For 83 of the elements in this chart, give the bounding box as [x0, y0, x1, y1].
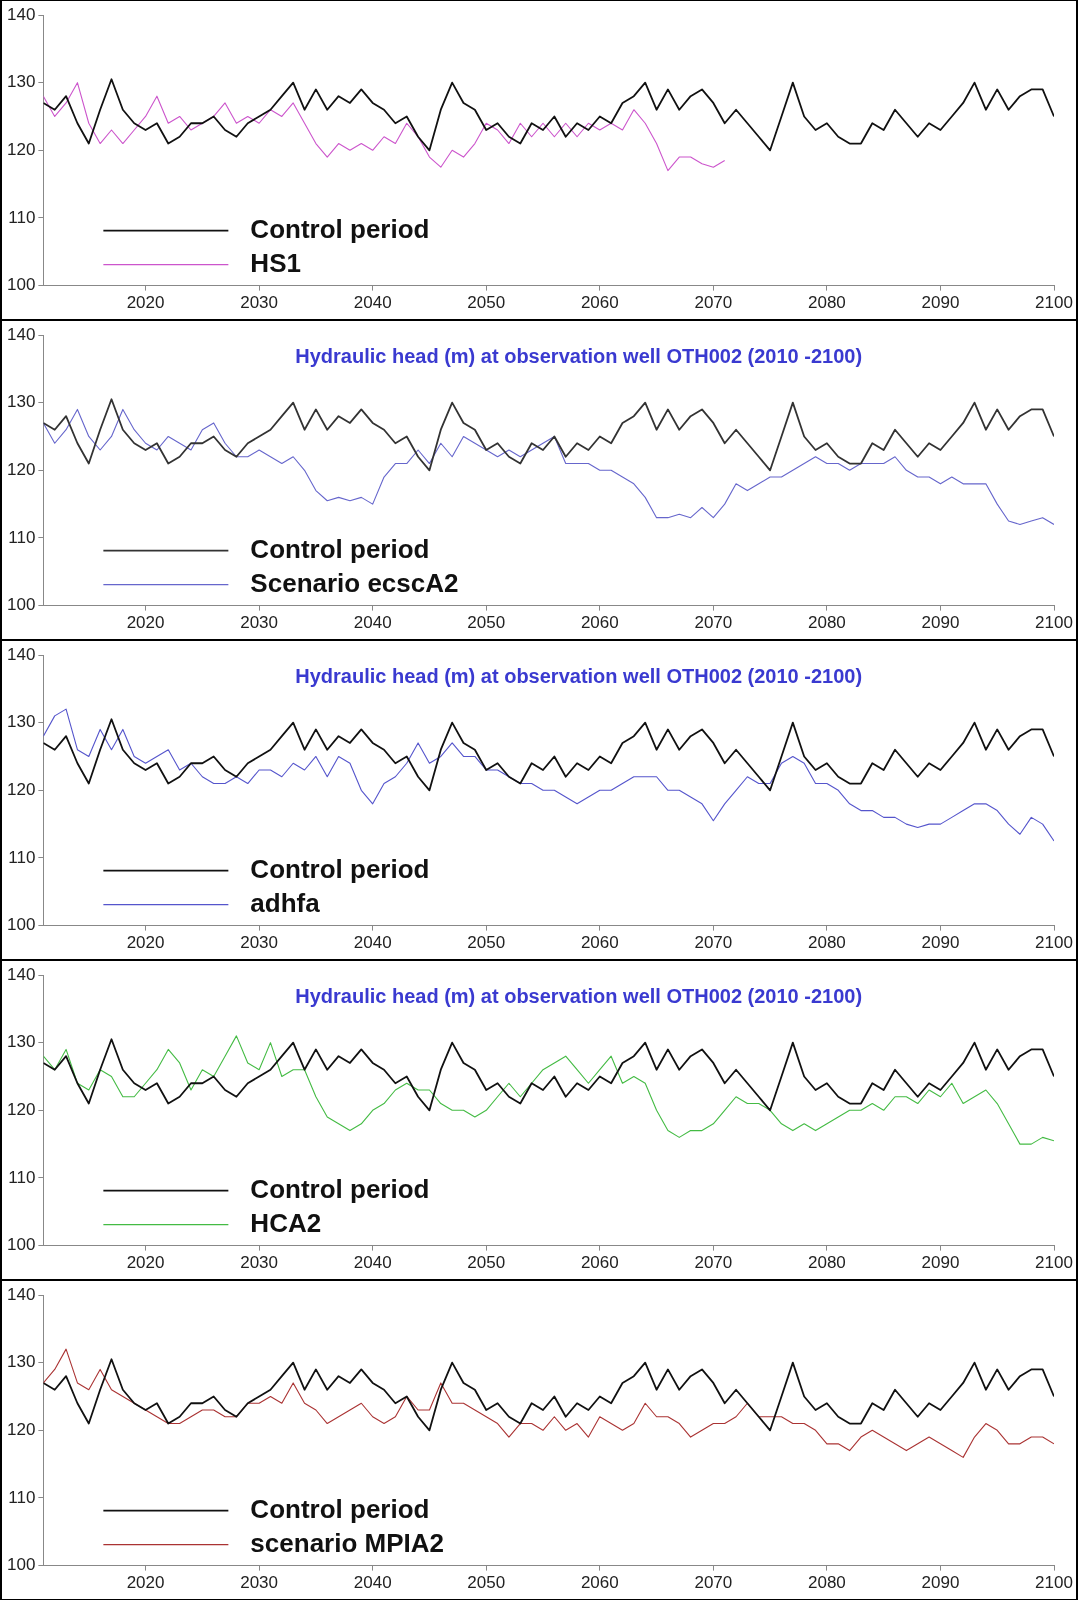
- x-tick-label: 2070: [694, 933, 733, 953]
- x-tick-label: 2100: [1035, 293, 1073, 313]
- x-tick-label: 2090: [921, 1573, 960, 1593]
- x-tick-label: 2030: [240, 293, 279, 313]
- x-tick-label: 2040: [353, 613, 392, 633]
- x-tick-label: 2020: [126, 613, 165, 633]
- x-tick-label: 2080: [807, 613, 846, 633]
- y-tick-label: 100: [6, 595, 36, 615]
- x-tick-label: 2080: [807, 293, 846, 313]
- y-tick-label: 120: [6, 459, 36, 479]
- x-tick-label: 2070: [694, 293, 733, 313]
- x-tick-label: 2090: [921, 933, 960, 953]
- y-tick-label: 140: [6, 644, 36, 664]
- x-tick-label: 2100: [1035, 613, 1073, 633]
- y-tick-label: 140: [6, 324, 36, 344]
- x-tick-label: 2080: [807, 1253, 846, 1273]
- legend-label: HCA2: [250, 1207, 322, 1238]
- legend-label: Control period: [250, 533, 430, 564]
- x-tick-label: 2020: [126, 293, 165, 313]
- x-tick-label: 2050: [467, 933, 506, 953]
- x-tick-label: 2070: [694, 1253, 733, 1273]
- y-tick-label: 140: [6, 1284, 36, 1304]
- x-tick-label: 2050: [467, 1573, 506, 1593]
- x-tick-label: 2050: [467, 293, 506, 313]
- y-tick-label: 100: [6, 915, 36, 935]
- x-tick-label: 2080: [807, 933, 846, 953]
- y-tick-label: 100: [6, 1555, 36, 1575]
- y-tick-label: 110: [8, 1167, 36, 1187]
- y-tick-label: 110: [8, 527, 36, 547]
- legend-label: scenario MPIA2: [250, 1527, 444, 1558]
- y-tick-label: 140: [6, 964, 36, 984]
- y-tick-label: 120: [6, 139, 36, 159]
- y-tick-label: 110: [8, 1487, 36, 1507]
- legend-label: Scenario ecscA2: [250, 567, 459, 598]
- x-tick-label: 2030: [240, 1573, 279, 1593]
- x-tick-label: 2060: [580, 1253, 619, 1273]
- y-tick-label: 140: [6, 4, 36, 24]
- x-tick-label: 2080: [807, 1573, 846, 1593]
- x-tick-label: 2030: [240, 613, 279, 633]
- x-tick-label: 2020: [126, 1573, 165, 1593]
- x-tick-label: 2090: [921, 293, 960, 313]
- x-tick-label: 2020: [126, 933, 165, 953]
- x-tick-label: 2100: [1035, 933, 1073, 953]
- x-tick-label: 2040: [353, 1253, 392, 1273]
- y-tick-label: 130: [6, 712, 36, 732]
- y-tick-label: 130: [6, 1032, 36, 1052]
- x-tick-label: 2100: [1035, 1573, 1073, 1593]
- y-tick-label: 130: [6, 392, 36, 412]
- x-tick-label: 2060: [580, 293, 619, 313]
- y-tick-label: 120: [6, 779, 36, 799]
- legend-label: Control period: [250, 1173, 430, 1204]
- x-tick-label: 2060: [580, 933, 619, 953]
- x-tick-label: 2030: [240, 1253, 279, 1273]
- x-tick-label: 2040: [353, 933, 392, 953]
- y-tick-label: 120: [6, 1099, 36, 1119]
- x-tick-label: 2060: [580, 613, 619, 633]
- y-tick-label: 110: [8, 207, 36, 227]
- text: Hydraulic head (m) at observation well OTH002 (2010 -2100): [295, 664, 863, 687]
- x-tick-label: 2070: [694, 613, 733, 633]
- x-tick-label: 2030: [240, 933, 279, 953]
- legend-label: Control period: [250, 1493, 430, 1524]
- y-tick-label: 100: [6, 1235, 36, 1255]
- x-tick-label: 2050: [467, 1253, 506, 1273]
- x-tick-label: 2020: [126, 1253, 165, 1273]
- x-tick-label: 2040: [353, 1573, 392, 1593]
- x-tick-label: 2100: [1035, 1253, 1073, 1273]
- legend-label: Control period: [250, 853, 430, 884]
- x-tick-label: 2060: [580, 1573, 619, 1593]
- y-tick-label: 130: [6, 1352, 36, 1372]
- x-tick-label: 2090: [921, 613, 960, 633]
- legend-label: HS1: [250, 247, 301, 278]
- x-tick-label: 2070: [694, 1573, 733, 1593]
- text: Hydraulic head (m) at observation well OTH002 (2010 -2100): [295, 984, 863, 1007]
- y-tick-label: 130: [6, 72, 36, 92]
- text: Hydraulic head (m) at observation well OTH002 (2010 -2100): [295, 344, 863, 367]
- y-tick-label: 110: [8, 847, 36, 867]
- x-tick-label: 2050: [467, 613, 506, 633]
- y-tick-label: 120: [6, 1419, 36, 1439]
- legend-label: Control period: [250, 213, 430, 244]
- y-tick-label: 100: [6, 275, 36, 295]
- x-tick-label: 2040: [353, 293, 392, 313]
- x-tick-label: 2090: [921, 1253, 960, 1273]
- legend-label: adhfa: [250, 887, 321, 918]
